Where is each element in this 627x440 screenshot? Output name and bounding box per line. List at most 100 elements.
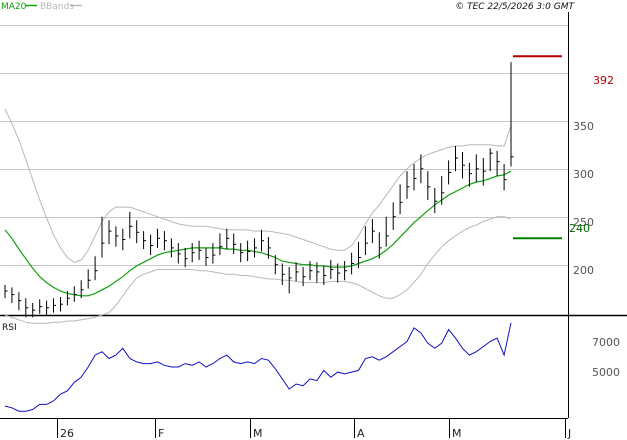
month-label: 26	[60, 427, 74, 440]
source-timestamp: © TEC 22/5/2026 3:0 GMT	[455, 2, 575, 12]
price-bar	[316, 262, 320, 283]
price-bar	[358, 241, 361, 269]
price-bar	[184, 247, 188, 268]
price-bar	[344, 261, 348, 281]
price-bar	[441, 176, 445, 205]
month-label: J	[567, 427, 571, 440]
price-bar	[261, 229, 264, 252]
support-level-label: 240	[569, 222, 590, 235]
price-bar	[351, 252, 355, 275]
price-bar	[94, 256, 98, 281]
price-bar	[11, 287, 15, 303]
price-bar	[157, 228, 160, 248]
bollinger-bands	[4, 108, 512, 324]
price-tick-200: 200	[573, 264, 594, 277]
price-bar	[18, 292, 22, 311]
rsi-label: RSI	[2, 323, 17, 333]
price-tick-300: 300	[573, 168, 594, 181]
price-bar	[240, 243, 244, 263]
price-bar	[198, 240, 202, 260]
price-bar	[129, 211, 133, 239]
price-gridlines	[0, 25, 568, 266]
price-bar	[434, 188, 438, 214]
price-bar	[330, 259, 334, 279]
price-bar	[60, 297, 63, 312]
price-bar	[122, 228, 126, 251]
price-bar	[337, 263, 341, 283]
month-label: M	[253, 427, 263, 440]
price-bar	[489, 148, 493, 172]
price-bar	[468, 162, 472, 187]
price-bar	[267, 237, 271, 259]
legend-bbands-label: BBands	[40, 2, 74, 12]
ma20-path	[4, 170, 512, 297]
price-bar	[281, 263, 285, 285]
price-bar	[309, 261, 313, 281]
price-bar	[150, 234, 154, 256]
price-bar	[274, 255, 278, 275]
bband-lower	[4, 216, 512, 324]
price-tick-350: 350	[573, 120, 594, 133]
price-bar	[233, 233, 237, 254]
price-bar	[482, 158, 486, 186]
price-bar	[323, 265, 327, 285]
price-bar	[364, 226, 368, 256]
price-bar	[427, 171, 431, 200]
rsi-path	[4, 322, 512, 412]
price-bar	[413, 164, 417, 191]
price-bar	[212, 243, 216, 264]
month-ticks: 26 F M A M J	[57, 418, 571, 440]
price-bar	[448, 160, 452, 185]
price-bar	[399, 184, 403, 215]
price-bar	[406, 171, 410, 199]
bband-upper	[4, 108, 512, 263]
month-label: F	[158, 427, 164, 440]
price-bar	[247, 240, 251, 262]
price-bar	[205, 247, 209, 266]
price-bar	[170, 238, 174, 258]
price-bar	[288, 267, 292, 294]
price-bar	[101, 216, 105, 258]
price-bar	[73, 286, 77, 302]
price-bar	[32, 303, 36, 318]
price-bar	[66, 291, 70, 306]
legend-ma20-label: MA20	[1, 2, 27, 12]
price-bar	[385, 216, 389, 247]
price-bar	[455, 146, 458, 172]
price-bar	[510, 62, 514, 167]
price-bar	[392, 202, 396, 230]
price-bar	[191, 243, 195, 263]
price-bar	[39, 299, 43, 314]
ma20-line	[4, 170, 512, 297]
price-bar	[496, 150, 500, 176]
price-bar	[53, 298, 56, 313]
price-bar	[503, 164, 507, 191]
price-bar	[4, 285, 8, 299]
price-bar	[378, 232, 382, 259]
price-bar	[295, 262, 299, 282]
price-bar	[163, 231, 167, 251]
price-bar	[462, 152, 465, 179]
rsi-tick-5000: 5000	[592, 366, 620, 379]
price-bar	[115, 226, 119, 247]
price-bar	[219, 233, 223, 256]
price-bar	[226, 228, 230, 250]
price-bars	[4, 62, 514, 318]
price-bar	[46, 300, 50, 315]
price-bar	[108, 220, 112, 245]
price-bar	[177, 243, 181, 264]
price-bar	[371, 219, 375, 244]
price-bar	[136, 220, 140, 244]
price-bar	[143, 231, 147, 250]
price-bar	[420, 154, 424, 184]
price-bar	[302, 267, 306, 287]
price-tick-250: 250	[573, 216, 594, 229]
price-bar	[80, 280, 84, 299]
rsi-line	[4, 322, 512, 412]
price-bar	[87, 269, 91, 289]
price-levels	[513, 55, 562, 240]
price-bar	[475, 154, 479, 182]
rsi-tick-7000: 7000	[592, 336, 620, 349]
price-bar	[25, 298, 29, 318]
